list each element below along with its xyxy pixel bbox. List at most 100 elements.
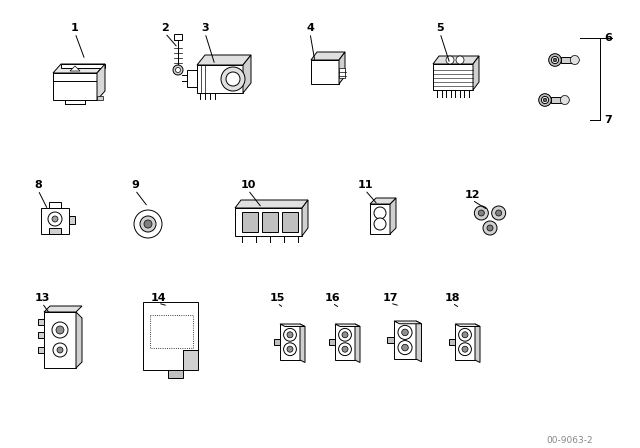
Polygon shape	[433, 64, 473, 90]
Circle shape	[339, 343, 351, 356]
Circle shape	[342, 332, 348, 338]
Text: 14: 14	[150, 293, 166, 303]
Polygon shape	[387, 337, 394, 343]
Circle shape	[374, 218, 386, 230]
Circle shape	[226, 72, 240, 86]
Polygon shape	[168, 370, 183, 378]
Polygon shape	[53, 64, 105, 73]
Circle shape	[402, 329, 408, 336]
Polygon shape	[390, 198, 396, 234]
Text: 1: 1	[71, 23, 79, 33]
Polygon shape	[61, 64, 105, 68]
Text: 13: 13	[35, 293, 50, 303]
Circle shape	[398, 340, 412, 355]
Circle shape	[478, 210, 484, 216]
Circle shape	[541, 96, 548, 103]
Circle shape	[492, 206, 506, 220]
Circle shape	[495, 210, 502, 216]
Circle shape	[398, 325, 412, 340]
Polygon shape	[49, 228, 61, 234]
Polygon shape	[97, 64, 105, 100]
Circle shape	[56, 326, 64, 334]
Text: 3: 3	[201, 23, 209, 33]
Polygon shape	[69, 216, 75, 224]
Circle shape	[462, 346, 468, 352]
Polygon shape	[339, 68, 345, 78]
Circle shape	[570, 56, 579, 65]
Polygon shape	[235, 208, 302, 236]
Circle shape	[374, 207, 386, 219]
Polygon shape	[41, 208, 69, 234]
Polygon shape	[243, 55, 251, 93]
Polygon shape	[183, 350, 198, 370]
Polygon shape	[274, 339, 280, 345]
Polygon shape	[242, 212, 258, 232]
Circle shape	[284, 328, 296, 341]
Polygon shape	[335, 324, 360, 327]
Polygon shape	[475, 324, 480, 362]
Circle shape	[553, 58, 557, 62]
Polygon shape	[335, 324, 355, 360]
Polygon shape	[473, 56, 479, 90]
Polygon shape	[551, 97, 564, 103]
Circle shape	[462, 332, 468, 338]
Polygon shape	[76, 312, 82, 368]
Text: 18: 18	[444, 293, 460, 303]
Text: 6: 6	[604, 33, 612, 43]
Polygon shape	[329, 339, 335, 345]
Circle shape	[221, 67, 245, 91]
Polygon shape	[370, 204, 390, 234]
Polygon shape	[416, 321, 422, 362]
Polygon shape	[70, 66, 80, 71]
Polygon shape	[262, 212, 278, 232]
Circle shape	[487, 225, 493, 231]
Text: 10: 10	[240, 180, 256, 190]
Polygon shape	[187, 70, 197, 87]
Polygon shape	[282, 212, 298, 232]
Circle shape	[446, 56, 454, 64]
Polygon shape	[300, 324, 305, 362]
Circle shape	[339, 328, 351, 341]
Polygon shape	[143, 302, 198, 370]
Circle shape	[173, 65, 183, 75]
Polygon shape	[311, 52, 345, 60]
Circle shape	[459, 343, 472, 356]
Polygon shape	[197, 55, 251, 65]
Circle shape	[483, 221, 497, 235]
Circle shape	[144, 220, 152, 228]
Polygon shape	[302, 200, 308, 236]
Text: 7: 7	[604, 115, 612, 125]
Polygon shape	[280, 324, 305, 327]
Circle shape	[284, 343, 296, 356]
Text: 4: 4	[306, 23, 314, 33]
Circle shape	[552, 56, 559, 64]
Text: 17: 17	[382, 293, 397, 303]
Circle shape	[57, 347, 63, 353]
Circle shape	[140, 216, 156, 232]
Polygon shape	[38, 319, 44, 325]
Circle shape	[456, 56, 464, 64]
Polygon shape	[53, 73, 97, 81]
Circle shape	[287, 346, 293, 352]
Circle shape	[474, 206, 488, 220]
Text: 5: 5	[436, 23, 444, 33]
Polygon shape	[150, 315, 193, 348]
Polygon shape	[235, 200, 308, 208]
Polygon shape	[394, 321, 416, 359]
Circle shape	[560, 95, 570, 104]
Text: 15: 15	[269, 293, 285, 303]
Circle shape	[48, 212, 62, 226]
Text: 8: 8	[34, 180, 42, 190]
Polygon shape	[449, 339, 455, 345]
Circle shape	[175, 68, 180, 73]
Circle shape	[548, 54, 561, 66]
Polygon shape	[197, 65, 243, 93]
Polygon shape	[561, 57, 575, 63]
Text: 2: 2	[161, 23, 169, 33]
Polygon shape	[370, 198, 396, 204]
Text: 11: 11	[357, 180, 372, 190]
Circle shape	[539, 94, 551, 106]
Polygon shape	[311, 60, 339, 84]
Circle shape	[543, 98, 547, 102]
Text: 9: 9	[131, 180, 139, 190]
